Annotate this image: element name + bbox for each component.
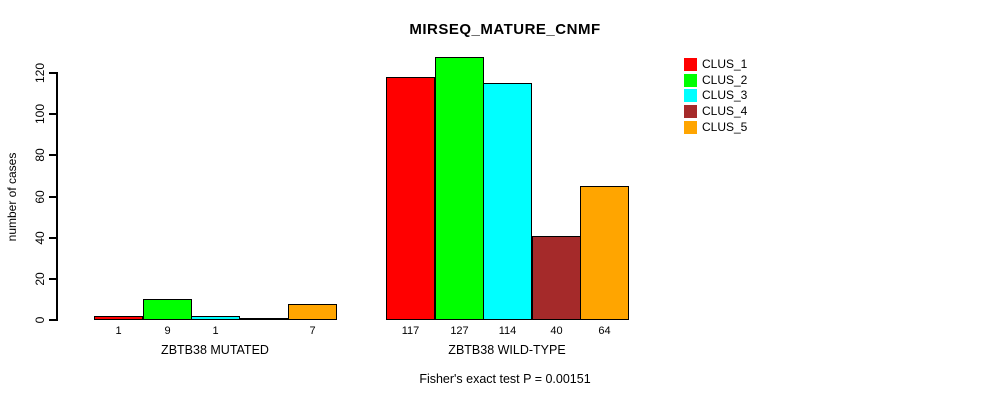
legend-label: CLUS_3	[702, 88, 748, 103]
y-axis-tick-label: 0	[33, 316, 47, 324]
bar-value-label: 1	[115, 325, 122, 337]
footer-caption: Fisher's exact test P = 0.00151	[419, 372, 591, 386]
bar-value-label: 1	[212, 325, 219, 337]
legend-item: CLUS_1	[684, 57, 747, 73]
y-axis-label: number of cases	[5, 152, 19, 242]
bar-value-label: 114	[498, 325, 517, 337]
legend: CLUS_1 CLUS_2 CLUS_3 CLUS_4 CLUS_5	[684, 57, 747, 135]
y-axis-tick-label: 100	[33, 103, 47, 125]
y-axis-tick	[49, 154, 56, 156]
y-axis-tick	[49, 237, 56, 239]
bar-clus-4-zbtb38-wild-type	[532, 236, 581, 320]
x-axis-category-label: ZBTB38 MUTATED	[161, 343, 269, 357]
y-axis-tick	[49, 72, 56, 74]
bar-clus-2-zbtb38-wild-type	[435, 57, 484, 320]
legend-swatch	[684, 105, 697, 119]
legend-label: CLUS_4	[702, 104, 748, 119]
chart-title: MIRSEQ_MATURE_CNMF	[409, 21, 601, 38]
bar-value-label: 9	[164, 325, 171, 337]
legend-item: CLUS_3	[684, 88, 747, 104]
bar-value-label: 7	[309, 325, 316, 337]
legend-swatch	[684, 89, 697, 103]
y-axis-tick-label: 80	[33, 148, 47, 162]
bar-clus-3-zbtb38-wild-type	[483, 83, 532, 320]
x-axis-category-label: ZBTB38 WILD-TYPE	[448, 343, 566, 357]
legend-swatch	[684, 120, 697, 134]
legend-label: CLUS_2	[702, 72, 748, 87]
y-axis-tick-label: 20	[33, 272, 47, 286]
legend-item: CLUS_5	[684, 119, 747, 135]
y-axis-tick	[49, 278, 56, 280]
bar-clus-2-zbtb38-mutated	[143, 299, 192, 320]
bar-value-label: 127	[450, 325, 469, 337]
bar-clus-4-zbtb38-mutated	[240, 318, 289, 320]
bar-clus-1-zbtb38-mutated	[94, 316, 143, 320]
legend-label: CLUS_5	[702, 119, 748, 134]
legend-swatch	[684, 73, 697, 87]
y-axis-tick-label: 120	[33, 62, 47, 84]
bar-clus-1-zbtb38-wild-type	[386, 77, 435, 320]
legend-item: CLUS_4	[684, 104, 747, 120]
legend-item: CLUS_2	[684, 73, 747, 89]
y-axis-line	[56, 72, 58, 321]
y-axis-tick	[49, 319, 56, 321]
y-axis-tick	[49, 113, 56, 115]
bar-clus-5-zbtb38-wild-type	[580, 186, 629, 320]
bar-value-label: 117	[401, 325, 420, 337]
legend-swatch	[684, 58, 697, 72]
bar-value-label: 64	[598, 325, 611, 337]
bar-clus-3-zbtb38-mutated	[191, 316, 240, 320]
y-axis-tick-label: 40	[33, 231, 47, 245]
y-axis-tick-label: 60	[33, 190, 47, 204]
bar-clus-5-zbtb38-mutated	[288, 304, 337, 320]
bar-value-label: 40	[550, 325, 563, 337]
legend-label: CLUS_1	[702, 57, 748, 72]
y-axis-tick	[49, 196, 56, 198]
